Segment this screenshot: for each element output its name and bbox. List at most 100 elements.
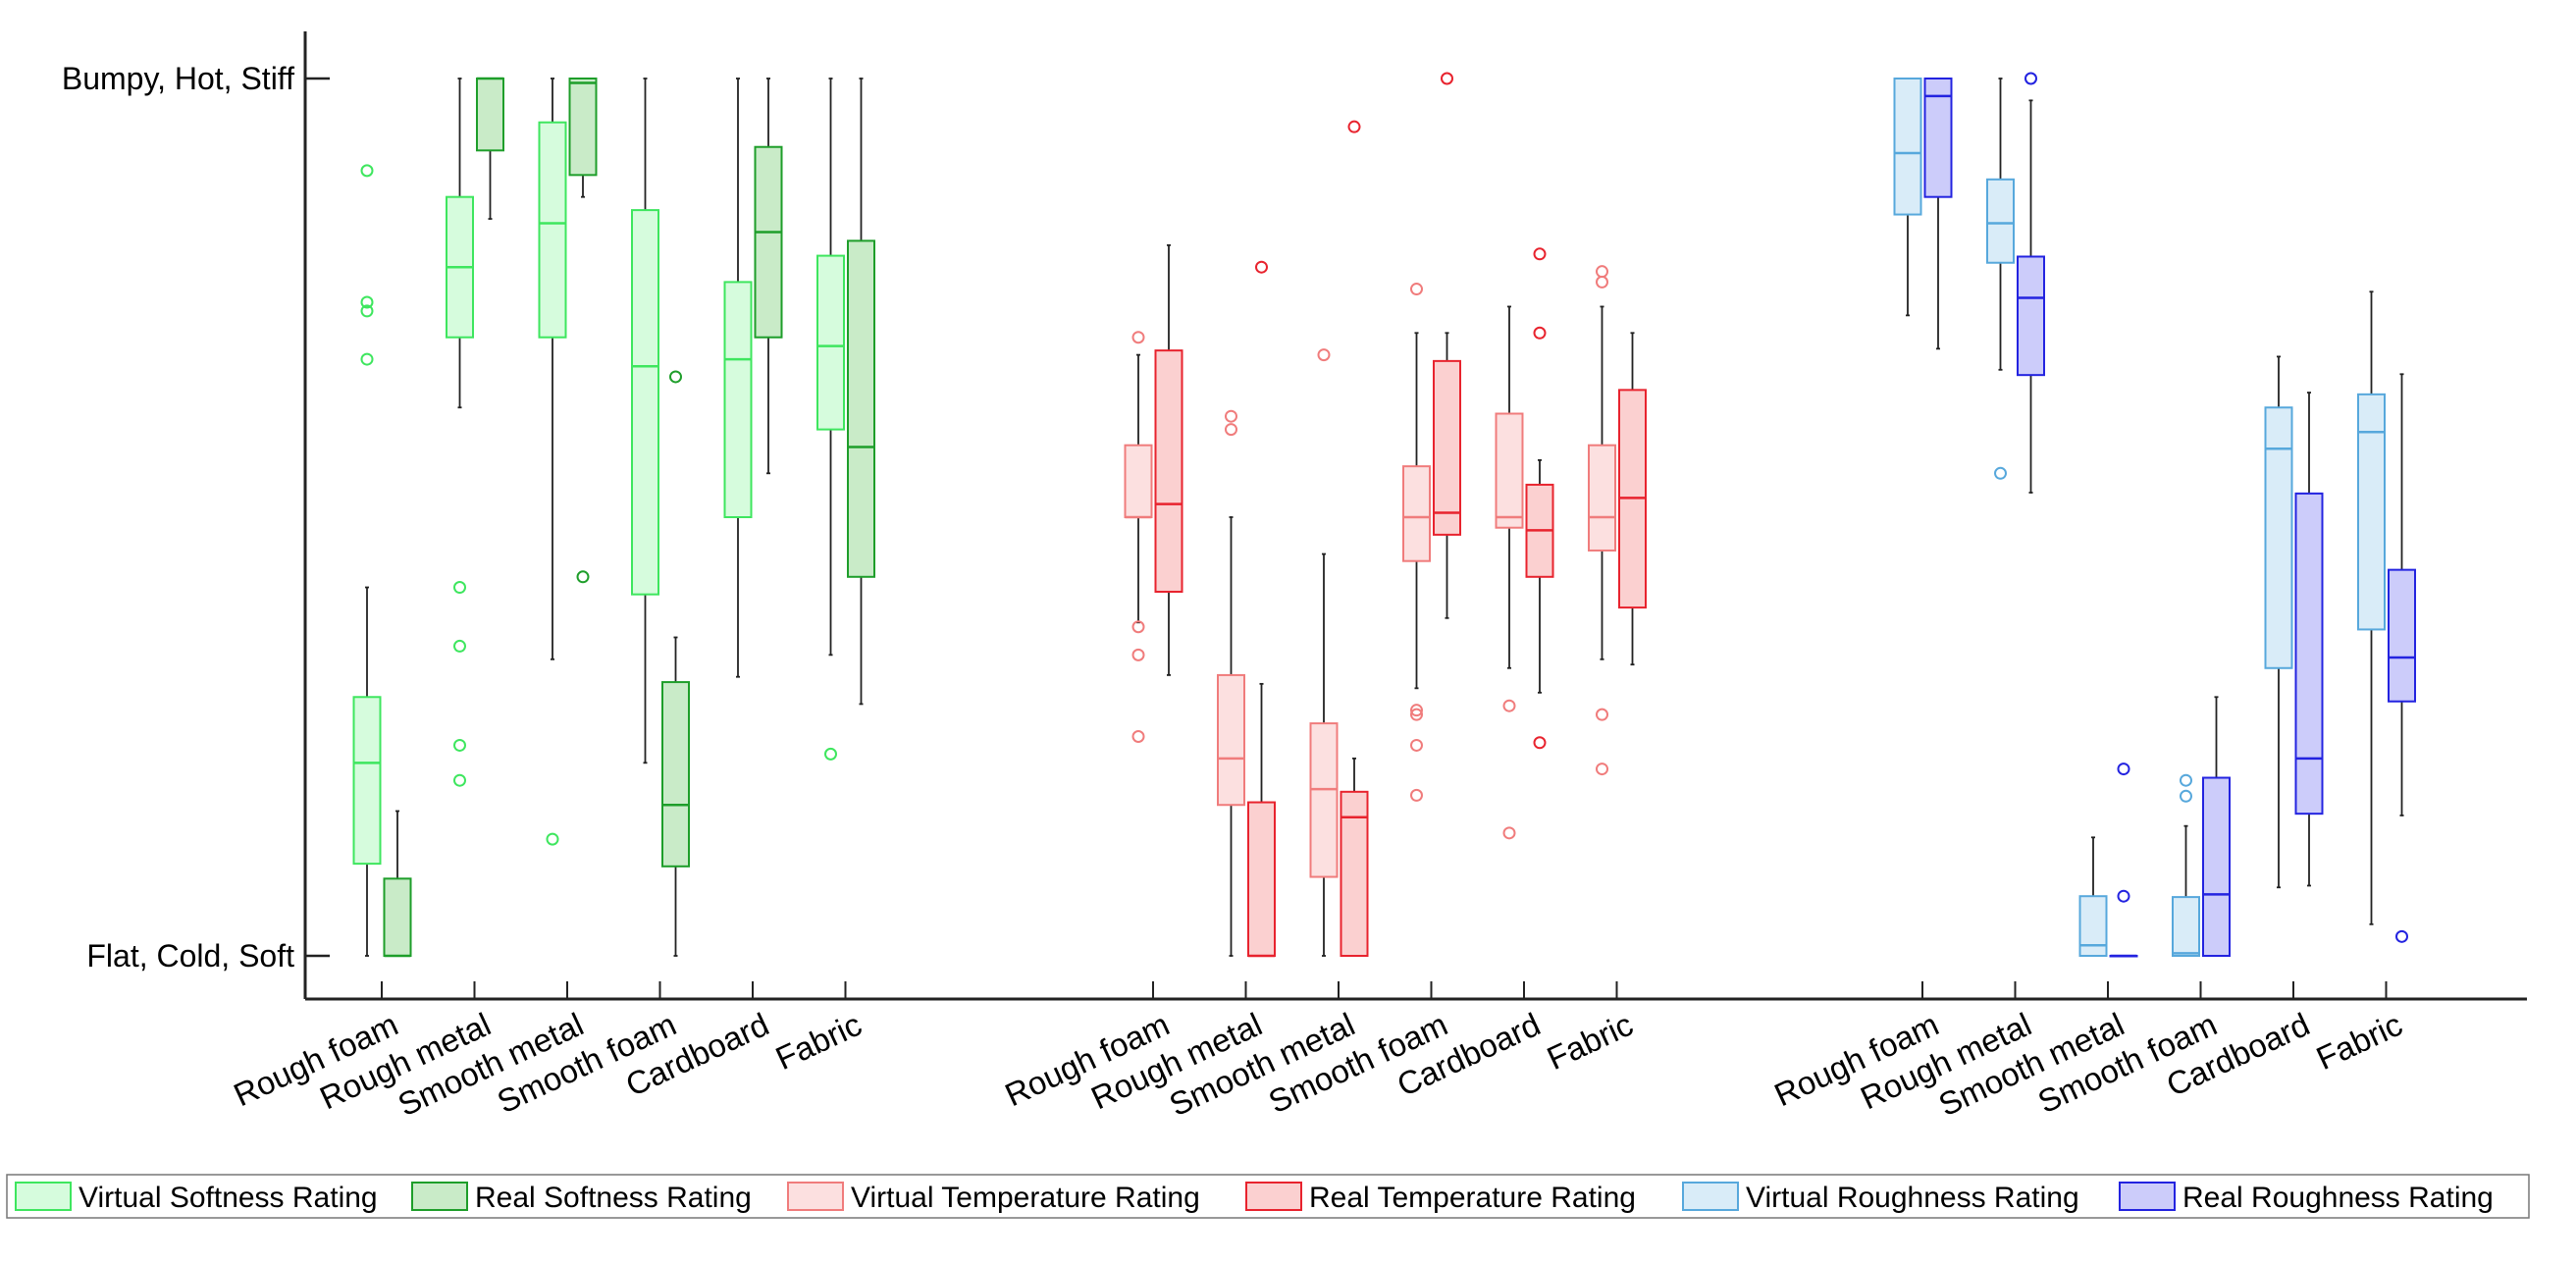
box-body [723, 281, 753, 518]
box-softness-real-0 [383, 810, 412, 958]
outlier-point [1502, 826, 1516, 840]
legend: Virtual Softness Rating Real Softness Rat… [6, 1174, 2530, 1219]
box-body [2357, 393, 2386, 631]
box-body [1154, 349, 1183, 593]
box-softness-virtual-2 [538, 78, 567, 846]
outlier-point [360, 164, 374, 178]
box-body [538, 121, 567, 339]
outlier-point [1596, 265, 1608, 279]
box-roughness-virtual-4 [2264, 355, 2293, 889]
box-temperature-real-3 [1433, 72, 1461, 619]
outlier-point [669, 370, 682, 384]
box-temperature-real-2 [1340, 120, 1369, 958]
outlier-point [2117, 763, 2130, 776]
outlier-point [1441, 72, 1453, 85]
box-temperature-virtual-2 [1309, 348, 1339, 957]
legend-swatch [15, 1182, 72, 1211]
outlier-point [1596, 763, 1608, 776]
outlier-point [360, 304, 374, 318]
box-temperature-real-0 [1154, 243, 1183, 676]
legend-swatch [787, 1182, 844, 1211]
outlier-point [1255, 260, 1268, 274]
outlier-point [1410, 708, 1423, 721]
legend-swatch [1682, 1182, 1739, 1211]
box-body [2388, 568, 2416, 703]
box-roughness-real-0 [1923, 78, 1953, 350]
legend-swatch [2119, 1182, 2176, 1211]
outlier-point [1596, 708, 1608, 721]
box-softness-virtual-3 [631, 78, 659, 764]
outlier-point [2395, 929, 2408, 943]
outlier-point [1131, 620, 1145, 634]
box-softness-virtual-1 [446, 78, 474, 787]
outlier-point [824, 747, 837, 761]
box-temperature-virtual-0 [1124, 331, 1153, 743]
box-body [1588, 444, 1616, 552]
legend-label: Virtual Temperature Rating [851, 1182, 1200, 1214]
box-softness-virtual-0 [352, 164, 382, 957]
box-body [631, 209, 659, 596]
box-softness-real-1 [476, 77, 504, 220]
box-body [1402, 465, 1431, 562]
box-body [661, 681, 690, 868]
outlier-point [1225, 423, 1237, 437]
outlier-point [2024, 72, 2037, 85]
box-body [847, 239, 875, 578]
outlier-point [1410, 704, 1423, 717]
box-temperature-real-1 [1247, 260, 1276, 958]
outlier-point [2117, 889, 2130, 903]
y-ticks: Flat, Cold, Soft Bumpy, Hot, Stiff [62, 61, 330, 974]
legend-label: Virtual Roughness Rating [1746, 1182, 2079, 1214]
legend-label: Real Softness Rating [475, 1182, 752, 1214]
axes [303, 31, 2527, 1001]
box-softness-real-3 [661, 370, 690, 957]
legend-label: Virtual Softness Rating [79, 1182, 378, 1214]
outlier-point [546, 832, 559, 846]
box-softness-real-5 [847, 78, 875, 706]
box-roughness-virtual-0 [1893, 78, 1922, 317]
box-body [1433, 359, 1461, 536]
outlier-point [1131, 648, 1145, 661]
outlier-point [453, 738, 466, 752]
outlier-point [360, 295, 374, 309]
legend-swatch [1245, 1182, 1302, 1211]
box-roughness-virtual-3 [2172, 773, 2200, 957]
box-body [1923, 78, 1953, 198]
box-temperature-virtual-1 [1217, 409, 1245, 957]
box-temperature-virtual-3 [1402, 283, 1431, 802]
box-body [2078, 895, 2108, 958]
box-body [2202, 776, 2231, 957]
box-body [1340, 790, 1369, 958]
outlier-point [453, 639, 466, 653]
outlier-point [1533, 736, 1547, 750]
box-body [1893, 78, 1922, 216]
y-tick-label: Bumpy, Hot, Stiff [62, 61, 294, 96]
box-roughness-real-5 [2388, 373, 2416, 943]
box-body [383, 877, 412, 957]
x-tick-label: Fabric [1542, 1006, 1639, 1077]
box-body [2264, 406, 2293, 669]
outlier-point [360, 352, 374, 366]
outlier-point [1347, 120, 1361, 133]
outlier-point [1317, 348, 1331, 362]
outlier-point [2180, 789, 2192, 803]
x-tick-label: Fabric [2311, 1006, 2408, 1077]
outlier-point [1596, 275, 1608, 289]
legend-swatch [411, 1182, 468, 1211]
box-softness-virtual-4 [723, 78, 753, 678]
box-roughness-virtual-1 [1986, 78, 2015, 480]
outlier-point [1225, 409, 1237, 423]
box-roughness-real-2 [2109, 763, 2138, 958]
x-tick-label: Fabric [770, 1006, 867, 1077]
box-roughness-real-4 [2294, 392, 2324, 887]
box-body [2172, 896, 2200, 957]
box-softness-virtual-5 [816, 78, 845, 761]
box-body [1247, 801, 1276, 957]
outlier-point [1131, 730, 1145, 743]
box-body [2294, 492, 2324, 816]
box-body [568, 78, 598, 177]
box-body [2017, 255, 2045, 377]
outlier-point [1410, 738, 1423, 752]
